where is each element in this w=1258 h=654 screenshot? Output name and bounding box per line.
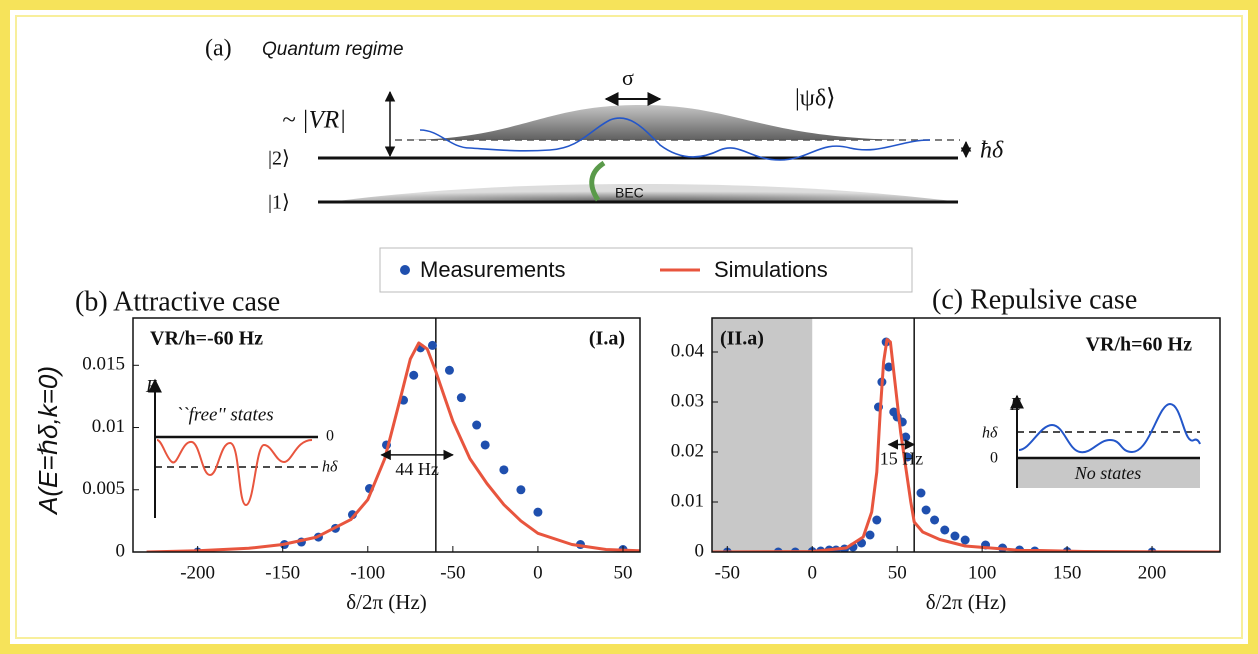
measurement-point: [884, 362, 894, 372]
plot-area: [712, 318, 1220, 552]
inset: E ``free'' states 0 hδ: [145, 376, 338, 518]
measurement-point: [480, 440, 490, 450]
inset-shade: [1017, 458, 1200, 488]
simulation-line: [146, 341, 640, 552]
y-tick-label: 0.005: [82, 478, 125, 499]
x-tick-label: -200: [180, 562, 215, 583]
x-tick-label: 50: [888, 562, 907, 583]
inset-label: 0: [326, 428, 334, 445]
inner-frame: [15, 15, 1243, 639]
legend-label: Simulations: [714, 257, 828, 282]
y-tick-label: 0.03: [671, 390, 704, 411]
measurement-point: [950, 531, 960, 541]
legend-label: Measurements: [420, 257, 566, 282]
measurement-point: [960, 535, 970, 545]
measurement-point: [499, 465, 509, 475]
state-label: |ψδ⟩: [795, 86, 836, 112]
measurement-point: [533, 507, 543, 517]
y-tick-label: 0: [116, 540, 126, 561]
width-label: 44 Hz: [395, 459, 439, 479]
legend: Measurements Simulations: [379, 247, 913, 293]
potential-label: ~ |VR|: [282, 107, 346, 134]
transfer-arrow: [589, 160, 606, 202]
measurement-point: [865, 530, 875, 540]
inset-label: 0: [990, 450, 998, 467]
panel-annotation: VR/h=-60 Hz: [150, 328, 263, 350]
measurement-point: [516, 485, 526, 495]
panel-annotation: (I.a): [589, 328, 625, 350]
inset-potential: [1018, 402, 1201, 454]
chart-title: (b) Attractive case: [75, 286, 280, 317]
measurement-point: [930, 515, 940, 525]
measurement-point: [409, 370, 419, 380]
detuning-label: ħδ: [980, 138, 1004, 164]
x-tick-label: 0: [533, 562, 543, 583]
legend-marker: [400, 265, 410, 275]
x-tick-label: -50: [715, 562, 740, 583]
wavefunction: [419, 117, 931, 161]
y-tick-label: 0: [695, 540, 705, 561]
inset-label: hδ: [322, 459, 338, 476]
axes-frame: [132, 317, 641, 553]
axes-frame: [711, 317, 1221, 553]
measurement-point: [444, 365, 454, 375]
shaded-region: [712, 318, 813, 552]
x-tick-label: -150: [265, 562, 300, 583]
bec-cloud: [330, 184, 960, 202]
inset-label: E: [1009, 394, 1021, 414]
panel-annotation: (II.a): [720, 328, 764, 350]
x-tick-label: 100: [968, 562, 997, 583]
level1-label: |1⟩: [268, 192, 290, 214]
x-tick-label: 150: [1053, 562, 1082, 583]
measurement-point: [940, 525, 950, 535]
measurement-point: [872, 515, 882, 525]
diagram: (a) Quantum regime σ |ψδ⟩ ~ |VR| |2⟩ |1⟩…: [205, 36, 1004, 214]
width-label: 15 Hz: [880, 449, 924, 469]
chart-title: (c) Repulsive case: [932, 284, 1137, 315]
x-axis-label: δ/2π (Hz): [346, 590, 427, 614]
x-tick-label: 0: [807, 562, 817, 583]
inset-label: hδ: [982, 425, 998, 442]
level2-label: |2⟩: [268, 148, 290, 170]
bec-label: BEC: [615, 185, 644, 201]
x-tick-label: -50: [440, 562, 465, 583]
panel-label: (a): [205, 36, 232, 62]
simulation-line: [712, 338, 1220, 552]
measurement-point: [456, 393, 466, 403]
x-tick-label: 200: [1138, 562, 1167, 583]
inset-label: E: [145, 376, 157, 396]
measurement-point: [427, 340, 437, 350]
y-tick-label: 0.02: [671, 440, 704, 461]
plot-area: [146, 318, 640, 552]
y-tick-label: 0.04: [671, 340, 705, 361]
inset-potential: [156, 439, 313, 507]
y-tick-label: 0.01: [92, 416, 125, 437]
measurement-point: [472, 420, 482, 430]
panel-annotation: VR/h=60 Hz: [1086, 334, 1193, 356]
y-tick-label: 0.01: [671, 490, 704, 511]
legend-box: [379, 247, 913, 293]
inset-label: No states: [1074, 463, 1142, 483]
inset-label: ``free'' states: [176, 404, 274, 425]
x-tick-label: -100: [350, 562, 385, 583]
measurement-point: [921, 505, 931, 515]
diagram-title: Quantum regime: [262, 39, 404, 60]
inset: E hδ 0 No states: [982, 394, 1201, 488]
sigma-label: σ: [622, 65, 634, 90]
measurement-point: [916, 488, 926, 498]
y-axis-label: A(E=ℏδ,k=0): [33, 366, 63, 516]
wavepacket: [400, 105, 920, 140]
plots: -200 -150 -100 -50 0 50 0 0.005 0.01 0.015 δ/2π (H…: [82, 317, 1221, 614]
x-axis-label: δ/2π (Hz): [926, 590, 1007, 614]
y-tick-label: 0.015: [82, 354, 125, 375]
x-tick-label: 50: [613, 562, 632, 583]
